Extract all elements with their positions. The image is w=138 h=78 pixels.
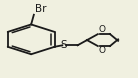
Text: O: O bbox=[99, 46, 106, 55]
Text: O: O bbox=[99, 25, 106, 34]
Text: Br: Br bbox=[35, 4, 47, 14]
Text: S: S bbox=[61, 40, 67, 50]
